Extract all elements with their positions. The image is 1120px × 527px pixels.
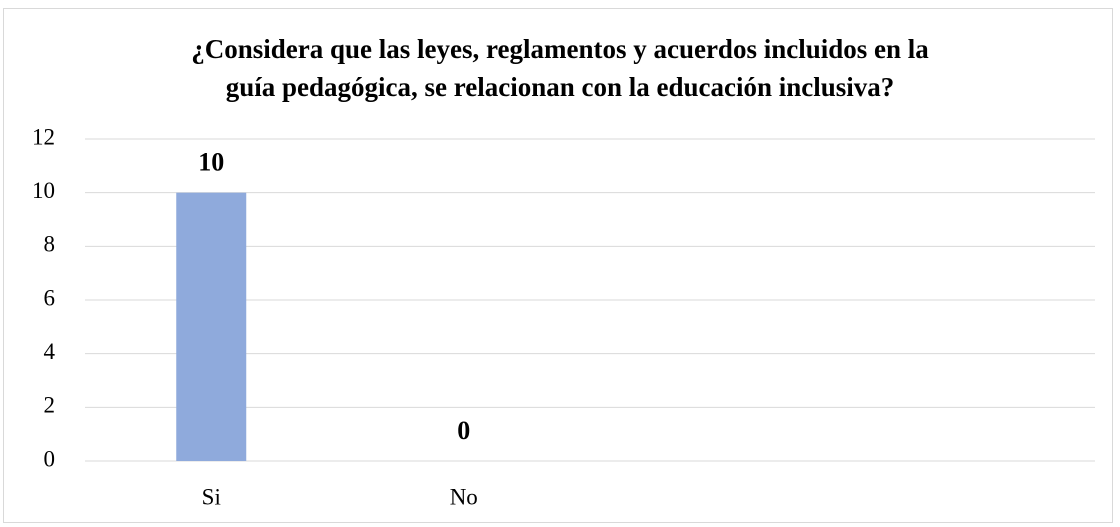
bar [176,192,247,461]
y-tick-label: 12 [32,124,55,149]
chart-title-box: ¿Considera que las leyes, reglamentos y … [0,30,1120,106]
data-label: 10 [198,148,224,177]
x-tick-label: Si [202,484,221,509]
y-tick-label: 8 [44,232,56,257]
y-tick-label: 6 [44,285,56,310]
chart-title: ¿Considera que las leyes, reglamentos y … [191,34,929,102]
chart-frame [3,8,1113,523]
y-tick-label: 10 [32,178,55,203]
y-tick-label: 0 [44,446,56,471]
y-tick-label: 2 [44,393,56,418]
x-tick-label: No [450,484,478,509]
y-tick-label: 4 [44,339,56,364]
data-label: 0 [457,416,470,445]
